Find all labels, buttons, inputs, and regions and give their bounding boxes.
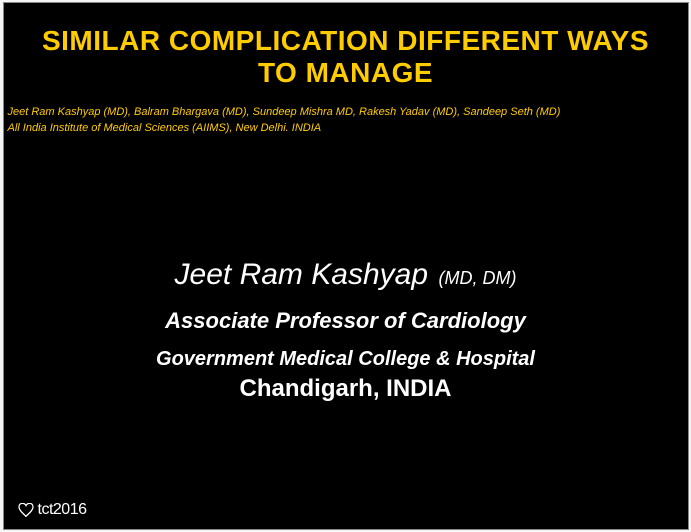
speaker-credentials: (MD, DM) [438,268,516,288]
speaker-role: Associate Professor of Cardiology [4,308,688,334]
speaker-block: Jeet Ram Kashyap (MD, DM) Associate Prof… [4,258,688,403]
conference-label: tct2016 [38,501,87,519]
conference-name: tct [38,501,53,518]
author-block: Jeet Ram Kashyap (MD), Balram Bhargava (… [4,99,688,136]
conference-year: 2016 [53,501,87,518]
authors-line-1: Jeet Ram Kashyap (MD), Balram Bhargava (… [8,105,684,120]
footer: tct2016 [18,501,87,519]
heart-icon [18,503,34,517]
authors-line-2: All India Institute of Medical Sciences … [8,121,684,136]
speaker-institution: Government Medical College & Hospital [4,348,688,371]
speaker-city: Chandigarh, INDIA [4,375,688,403]
speaker-name: Jeet Ram Kashyap [175,258,428,291]
slide-frame: SIMILAR COMPLICATION DIFFERENT WAYS TO M… [3,2,689,530]
slide-title: SIMILAR COMPLICATION DIFFERENT WAYS TO M… [4,3,688,99]
speaker-name-row: Jeet Ram Kashyap (MD, DM) [4,258,688,292]
